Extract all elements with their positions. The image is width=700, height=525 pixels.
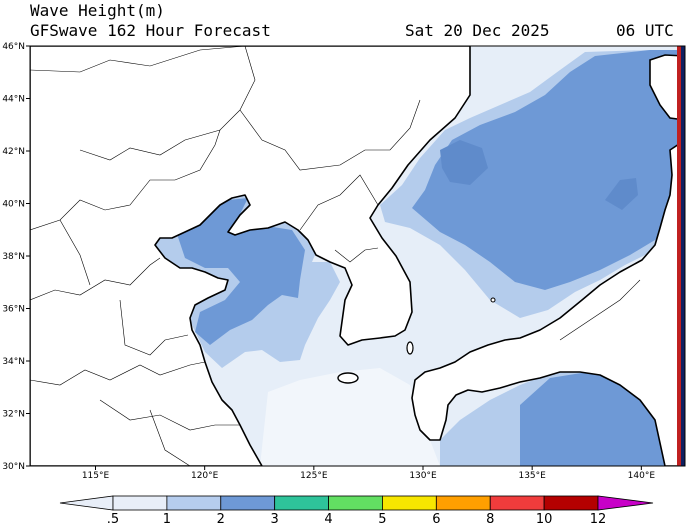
colorbar-segment	[328, 495, 383, 511]
wave-height-colorbar: .5 1 2 3 4 5 6 8 10 12	[59, 495, 654, 525]
map-right-edge-strip	[677, 46, 681, 466]
admin-borders	[30, 46, 641, 466]
island-ulleung	[490, 297, 496, 303]
lon-tick-label: 125°E	[300, 471, 328, 481]
land-mainland	[30, 46, 471, 466]
lat-tick-label: 42°N	[2, 147, 25, 157]
lat-tick-label: 46°N	[2, 42, 25, 52]
colorbar-label: 6	[432, 512, 440, 525]
wave-patch-2-3-east	[605, 178, 638, 210]
colorbar-max-arrow	[597, 495, 654, 511]
lat-tick-label: 34°N	[2, 357, 25, 367]
longitude-axis: 115°E 120°E 125°E 130°E 135°E 140°E	[82, 466, 656, 481]
colorbar-label: 2	[217, 512, 225, 525]
island-tsushima	[406, 341, 414, 355]
colorbar-label: 8	[486, 512, 494, 525]
wave-band-2-3-east-sea	[412, 50, 685, 290]
lon-tick-label: 130°E	[409, 471, 437, 481]
model-forecast-label: GFSwave 162 Hour Forecast	[30, 21, 271, 40]
colorbar-segment	[166, 495, 222, 511]
wave-band-2-3-bohai	[175, 198, 305, 345]
colorbar-label: .5	[107, 512, 119, 525]
colorbar-segment	[435, 495, 491, 511]
valid-date: Sat 20 Dec 2025	[405, 21, 550, 40]
land-japan	[411, 139, 685, 466]
lat-tick-label: 32°N	[2, 410, 25, 420]
lon-tick-label: 135°E	[518, 471, 546, 481]
valid-time: 06 UTC	[616, 21, 674, 40]
colorbar-segment	[220, 495, 276, 511]
island-jeju	[337, 372, 359, 384]
colorbar-label: 1	[163, 512, 171, 525]
colorbar-label: 3	[271, 512, 279, 525]
map-right-edge-dark	[681, 46, 685, 466]
colorbar-label: 10	[536, 512, 553, 525]
wave-patch-2-3-north	[440, 140, 488, 185]
lat-tick-label: 36°N	[2, 305, 25, 315]
colorbar-segment	[112, 495, 168, 511]
lat-tick-label: 30°N	[2, 462, 25, 472]
colorbar-segment	[274, 495, 329, 511]
colorbar-segment	[489, 495, 545, 511]
lat-tick-label: 40°N	[2, 200, 25, 210]
lon-tick-label: 140°E	[628, 471, 656, 481]
colorbar-segment	[543, 495, 599, 511]
colorbar-segment	[382, 495, 437, 511]
colorbar-label: 12	[590, 512, 607, 525]
latitude-axis: 30°N 32°N 34°N 36°N 38°N 40°N 42°N 44°N 46°N	[2, 42, 30, 472]
wave-band-light-east-china-sea	[260, 368, 440, 466]
lon-tick-label: 115°E	[82, 471, 110, 481]
colorbar-label: 5	[378, 512, 386, 525]
colorbar-min-arrow	[59, 495, 114, 511]
lon-tick-label: 120°E	[191, 471, 219, 481]
chart-title: Wave Height(m)	[30, 1, 165, 20]
colorbar-label: 4	[324, 512, 332, 525]
lat-tick-label: 44°N	[2, 95, 25, 105]
lat-tick-label: 38°N	[2, 252, 25, 262]
